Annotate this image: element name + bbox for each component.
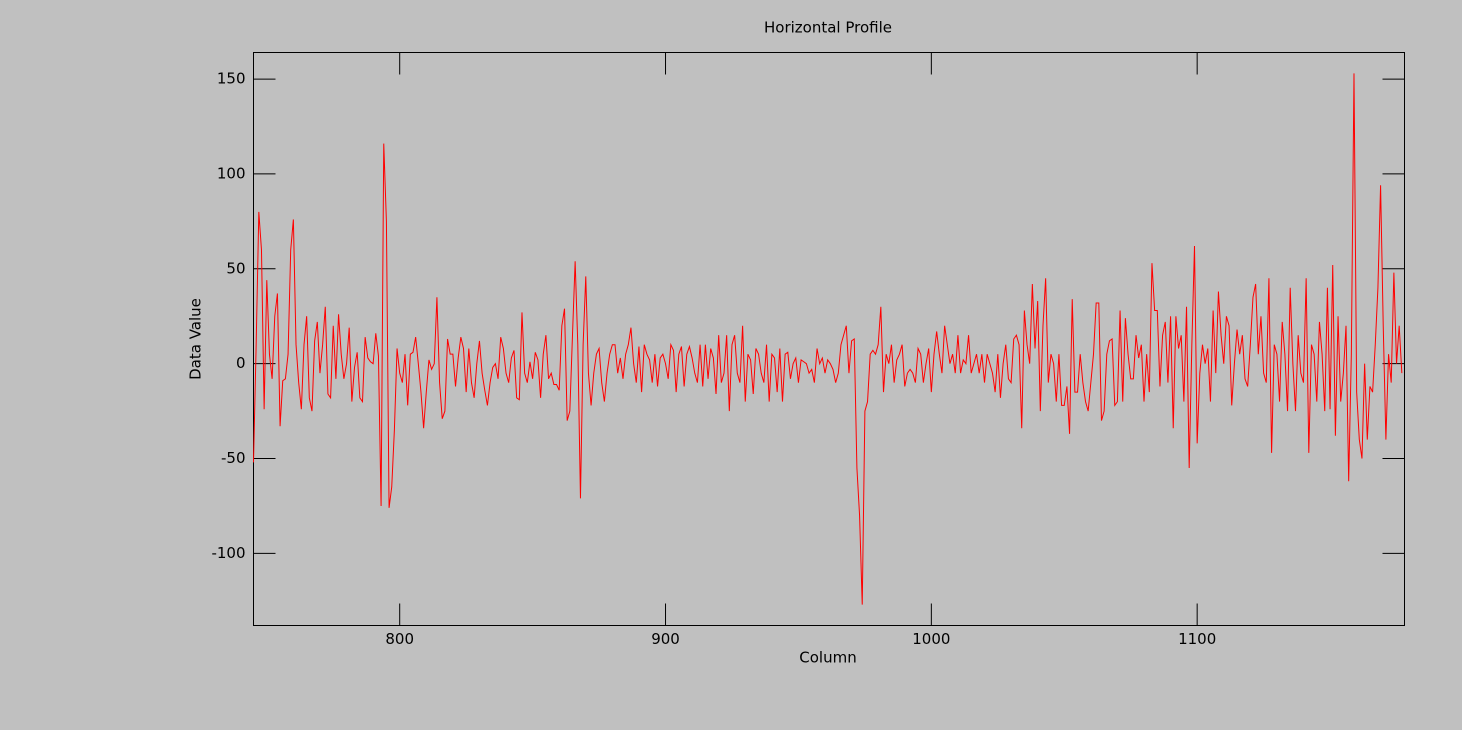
y-tick-label: -50 — [221, 449, 246, 467]
chart-title: Horizontal Profile — [764, 19, 892, 37]
x-tick-label: 1100 — [1178, 630, 1216, 648]
x-tick-label: 900 — [651, 630, 680, 648]
x-tick-label: 800 — [385, 630, 414, 648]
x-axis-label: Column — [799, 649, 856, 667]
x-tick-label: 1000 — [912, 630, 950, 648]
data-line — [253, 73, 1403, 605]
y-tick-label: 0 — [236, 354, 246, 372]
y-tick-label: 150 — [217, 70, 246, 88]
plot-frame — [253, 52, 1405, 626]
y-tick-label: 50 — [226, 259, 245, 277]
y-tick-label: -100 — [211, 544, 245, 562]
y-axis-label: Data Value — [187, 298, 205, 380]
y-tick-label: 100 — [217, 164, 246, 182]
